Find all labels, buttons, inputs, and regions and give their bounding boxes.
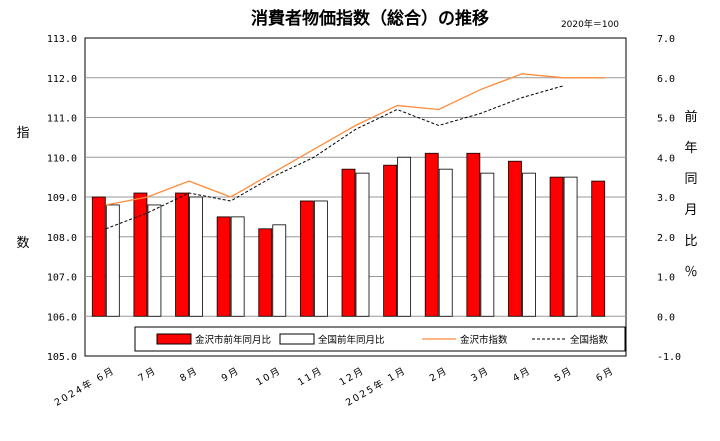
bar-national-yoy (397, 156, 412, 317)
base-note: 2020年＝100 (561, 18, 619, 30)
bar-kanazawa-yoy (91, 196, 106, 317)
left-tick-label: 107.0 (47, 273, 77, 284)
bar-kanazawa-yoy (466, 152, 481, 317)
left-tick-label: 112.0 (47, 74, 77, 85)
right-tick-label: 3.0 (657, 193, 675, 204)
left-tick-label: 111.0 (47, 114, 77, 125)
x-tick-label: 11月 (296, 365, 325, 388)
bar-kanazawa-yoy (549, 176, 564, 317)
left-axis-label-char: 指 (16, 126, 29, 141)
right-tick-label: 1.0 (657, 273, 675, 284)
left-tick-label: 109.0 (47, 193, 77, 204)
bar-kanazawa-yoy (508, 160, 522, 317)
bar-national-yoy (438, 168, 453, 317)
x-tick-label: 5月 (553, 365, 575, 384)
right-axis-label-char: 年 (684, 141, 697, 156)
right-tick-label: 5.0 (657, 114, 675, 125)
bar-kanazawa-yoy (341, 168, 356, 317)
bar-kanazawa-yoy (383, 164, 398, 317)
bar-national-yoy (147, 204, 162, 317)
right-axis-label-char: 比 (684, 234, 697, 249)
x-tick-label: 8月 (178, 365, 200, 384)
chart-title: 消費者物価指数（総合）の推移 (251, 8, 489, 29)
bar-national-yoy (230, 216, 245, 317)
x-tick-label: 6月 (594, 365, 616, 384)
bar-kanazawa-yoy (424, 152, 439, 317)
x-tick-label: 12月 (338, 365, 367, 388)
bar-national-yoy (522, 172, 536, 317)
left-tick-label: 113.0 (47, 34, 77, 45)
left-axis-ticks: 105.0 106.0 107.0 108.0 109.0 110.0 111.0 112.0… (47, 34, 77, 363)
bar-kanazawa-yoy (299, 200, 314, 317)
bar-national-yoy (105, 204, 120, 317)
plot-area (84, 37, 627, 357)
line-kanazawa-index (105, 73, 606, 206)
bar-national-yoy (355, 172, 370, 317)
right-tick-label: -1.0 (657, 352, 681, 363)
x-tick-label: 9月 (220, 365, 242, 384)
x-tick-label: 7月 (136, 365, 158, 384)
legend: 金沢市前年同月比 全国前年同月比 金沢市指数 全国指数 (134, 326, 626, 352)
bar-national-yoy (189, 196, 203, 317)
right-tick-label: 7.0 (657, 34, 675, 45)
left-tick-label: 106.0 (47, 312, 77, 323)
legend-label-national-yoy: 全国前年同月比 (318, 334, 385, 346)
right-axis-label-char: 同 (684, 172, 697, 187)
lines (105, 73, 606, 230)
right-axis-ticks: -1.0 0.0 1.0 2.0 3.0 4.0 5.0 6.0 7.0 (657, 34, 681, 363)
bar-national-yoy (272, 224, 287, 317)
legend-label-kanazawa-yoy: 金沢市前年同月比 (195, 334, 271, 346)
right-axis-label: 前年同月比 ％ (684, 109, 697, 280)
right-tick-label: 4.0 (657, 153, 675, 164)
bar-kanazawa-yoy (133, 192, 148, 317)
left-tick-label: 110.0 (47, 153, 77, 164)
right-tick-label: 6.0 (657, 74, 675, 85)
left-axis-label-char: 数 (16, 236, 29, 251)
legend-swatch-national-yoy (279, 333, 315, 345)
right-axis-label-char: 前 (684, 109, 697, 125)
x-tick-label: 2024年 6月 (52, 364, 117, 409)
right-tick-label: 2.0 (657, 233, 675, 244)
legend-label-kanazawa-index: 金沢市指数 (460, 334, 508, 346)
right-tick-label: 0.0 (657, 312, 675, 323)
line-national-index (105, 85, 564, 230)
x-tick-label: 3月 (469, 365, 491, 384)
left-tick-label: 105.0 (47, 352, 77, 363)
left-axis-label: 指数 (16, 126, 29, 251)
x-tick-label: 4月 (511, 365, 533, 384)
bars (91, 152, 606, 317)
bar-kanazawa-yoy (258, 228, 273, 317)
bar-national-yoy (563, 176, 578, 317)
legend-swatch-kanazawa-yoy (156, 333, 192, 345)
left-tick-label: 108.0 (47, 233, 77, 244)
bar-kanazawa-yoy (591, 180, 606, 317)
right-axis-label-char: ％ (684, 265, 697, 280)
bar-national-yoy (313, 200, 328, 317)
bar-kanazawa-yoy (216, 216, 231, 317)
legend-label-national-index: 全国指数 (570, 334, 609, 346)
bar-kanazawa-yoy (175, 192, 189, 317)
x-tick-label: 2月 (428, 365, 450, 384)
x-tick-label: 10月 (254, 365, 283, 388)
right-axis-label-char: 月 (684, 203, 697, 218)
bar-national-yoy (480, 172, 495, 317)
